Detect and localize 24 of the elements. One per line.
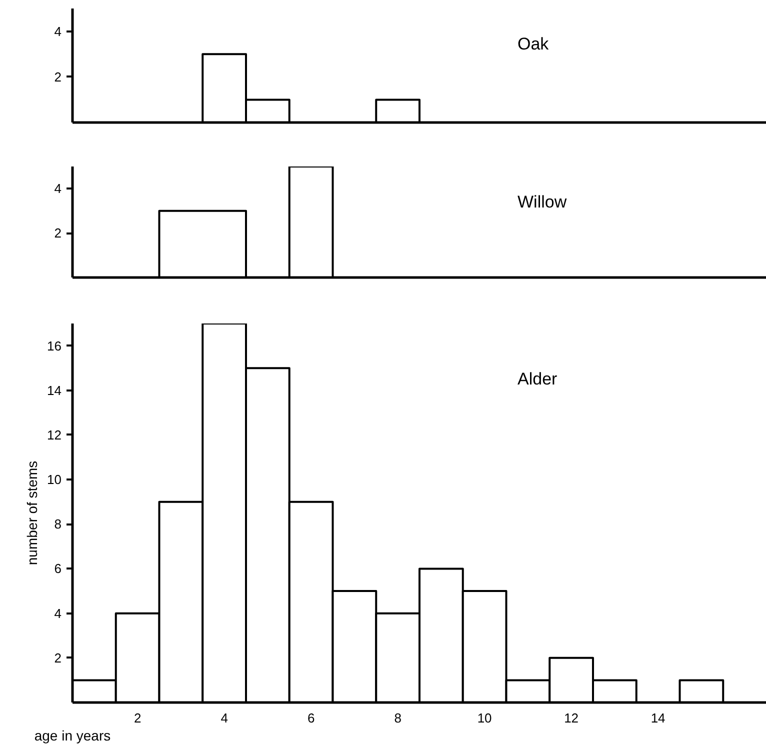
x-tick-label: 4 — [220, 710, 228, 726]
y-axis-title: number of stems — [24, 460, 40, 566]
y-tick-label: 16 — [47, 338, 62, 354]
y-tick-label: 2 — [54, 69, 62, 84]
y-tick-label: 6 — [54, 561, 62, 576]
x-tick-label: 6 — [307, 710, 315, 726]
x-tick-label: 12 — [564, 710, 579, 726]
x-tick-label: 10 — [477, 710, 492, 726]
y-tick-label: 12 — [47, 427, 62, 442]
y-tick-label: 4 — [54, 24, 62, 39]
x-tick-label: 2 — [134, 710, 142, 726]
y-tick-label: 2 — [54, 226, 62, 241]
x-tick-label: 14 — [650, 710, 666, 726]
text: Alder — [518, 370, 558, 388]
y-tick-label: 4 — [54, 606, 62, 621]
y-tick-label: 14 — [47, 382, 62, 398]
text: Willow — [518, 192, 568, 212]
y-tick-label: 8 — [54, 516, 62, 532]
x-tick-label: 8 — [394, 710, 402, 726]
y-tick-label: 10 — [47, 472, 62, 488]
y-tick-label: 2 — [54, 650, 62, 666]
text: Oak — [518, 34, 550, 54]
y-tick-label: 4 — [54, 181, 62, 196]
x-axis-title: age in years — [34, 728, 111, 744]
